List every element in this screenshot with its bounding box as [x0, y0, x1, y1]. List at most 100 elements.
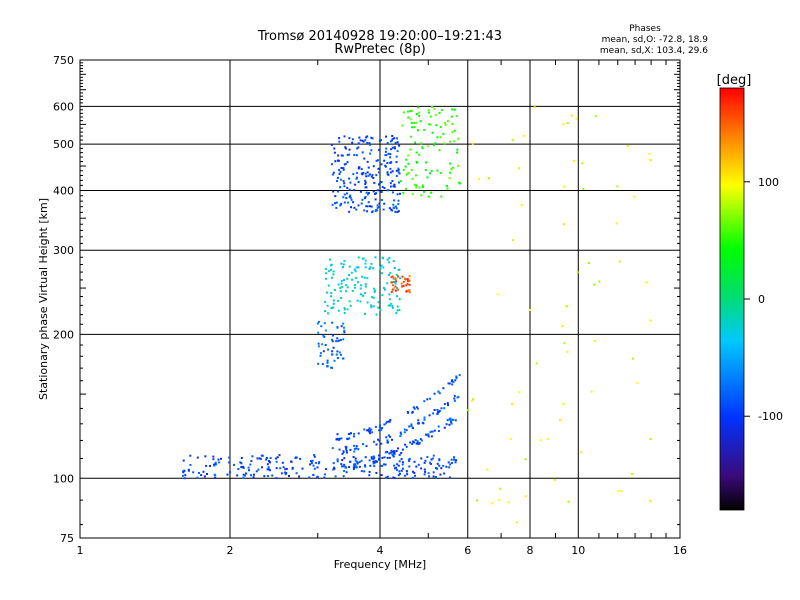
echo-point — [390, 291, 393, 294]
echo-point — [251, 455, 254, 458]
echo-point — [391, 450, 394, 453]
echo-point — [397, 199, 400, 202]
echo-point — [396, 469, 398, 471]
echo-point — [399, 472, 401, 475]
echo-point — [409, 110, 412, 113]
echo-point — [200, 474, 203, 477]
echo-point — [312, 464, 315, 467]
echo-point — [412, 440, 414, 443]
echo-point — [345, 197, 348, 200]
echo-point — [372, 177, 375, 179]
echo-point — [453, 458, 456, 461]
echo-point — [401, 461, 404, 464]
echo-point — [447, 382, 450, 385]
echo-point — [427, 472, 430, 475]
x-tick-label: 8 — [527, 544, 534, 557]
y-tick-labels: 75 100 200 300 400 500 600 750 — [53, 54, 74, 545]
echo-point — [593, 339, 596, 342]
echo-point — [202, 470, 205, 473]
echo-point — [392, 284, 394, 287]
echo-point — [451, 131, 454, 134]
echo-point — [279, 467, 282, 470]
echo-point — [376, 206, 379, 209]
echo-point — [389, 161, 392, 164]
echo-point — [266, 463, 269, 466]
echo-point — [443, 472, 446, 475]
echo-point — [331, 173, 334, 176]
echo-point — [394, 282, 397, 285]
echo-point — [209, 465, 212, 467]
echo-point — [346, 437, 349, 440]
y-tick-label: 75 — [60, 532, 74, 545]
echo-point — [346, 161, 349, 164]
echo-point — [336, 357, 339, 359]
echo-point — [353, 444, 355, 447]
echo-point — [580, 451, 583, 454]
echo-point — [337, 299, 340, 302]
echo-point — [380, 264, 383, 267]
echo-point — [430, 458, 433, 461]
echo-point — [330, 307, 333, 309]
echo-point — [370, 428, 373, 431]
echo-point — [447, 404, 449, 407]
echo-point — [278, 454, 281, 457]
echo-point — [396, 463, 399, 466]
echo-point — [332, 171, 335, 174]
echo-point — [335, 206, 338, 209]
echo-point — [267, 466, 270, 469]
echo-point — [266, 468, 269, 471]
echo-point — [432, 454, 435, 457]
echo-point — [368, 474, 371, 477]
colorbar-tick-label: 0 — [758, 293, 765, 306]
echo-point — [391, 306, 394, 309]
echo-point — [372, 296, 375, 299]
echo-point — [181, 474, 184, 477]
echo-point — [265, 458, 267, 461]
echo-point — [407, 280, 409, 282]
echo-point — [353, 432, 356, 435]
echo-point — [332, 190, 335, 193]
echo-point — [587, 261, 590, 264]
echo-point — [260, 454, 263, 457]
echo-point — [410, 122, 413, 124]
echo-point — [438, 464, 441, 467]
echo-point — [341, 452, 344, 455]
echo-point — [384, 451, 387, 454]
echo-point — [399, 192, 401, 195]
echo-point — [375, 460, 377, 463]
echo-point — [288, 475, 290, 477]
echo-point — [369, 143, 372, 146]
echo-point — [471, 399, 474, 402]
echo-point — [421, 184, 424, 187]
echo-point — [615, 222, 618, 225]
echo-point — [242, 465, 245, 468]
echo-point — [581, 162, 584, 165]
echo-point — [429, 397, 431, 400]
echo-point — [361, 294, 364, 297]
echo-point — [346, 286, 349, 289]
echo-point — [381, 186, 384, 188]
echo-point — [335, 340, 338, 343]
echo-point — [373, 290, 376, 293]
echo-point — [362, 171, 365, 174]
echo-point — [334, 475, 337, 478]
echo-point — [518, 167, 520, 170]
echo-point — [453, 456, 455, 459]
echo-point — [395, 169, 398, 172]
echo-point — [363, 197, 366, 200]
echo-point — [364, 292, 366, 295]
echo-point — [397, 210, 400, 213]
echo-point — [395, 450, 398, 452]
echo-point — [425, 161, 428, 164]
echo-point — [392, 476, 395, 479]
echo-point — [319, 354, 322, 357]
echo-point — [247, 466, 250, 469]
echo-point — [458, 374, 461, 377]
echo-point — [451, 123, 454, 125]
echo-point — [355, 447, 358, 450]
echo-point — [408, 465, 411, 468]
echo-point — [400, 452, 403, 454]
echo-point — [370, 456, 373, 459]
echo-point — [365, 205, 368, 208]
